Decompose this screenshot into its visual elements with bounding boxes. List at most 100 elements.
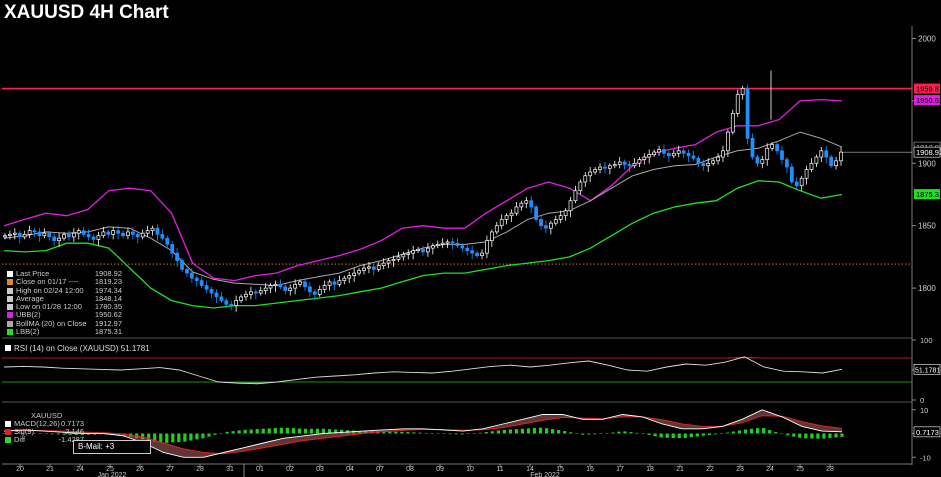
rsi-overbought-fill <box>4 356 842 358</box>
x-tick-label: 24 <box>766 466 774 473</box>
macd-value-label: 0.7173 <box>916 428 939 437</box>
candle-body <box>224 300 229 305</box>
macd-histogram-bar <box>26 433 30 434</box>
legend-swatch <box>7 295 13 302</box>
bmail-notification[interactable]: B-Mail: +3 <box>73 440 151 454</box>
legend-swatch <box>7 304 13 311</box>
candle-body <box>529 200 534 208</box>
candle-body <box>706 162 711 167</box>
candle-body <box>71 232 76 238</box>
candle-body <box>116 230 120 234</box>
candle-body <box>27 230 32 235</box>
legend-label: Low on 01/28 12:00 <box>16 302 82 312</box>
macd-histogram-bar <box>508 429 513 434</box>
legend-label: UBB(2) <box>16 310 41 320</box>
candle-body <box>57 237 61 242</box>
macd-histogram-bar <box>394 431 398 434</box>
macd-histogram-bar <box>605 433 609 434</box>
candle-body <box>391 259 396 261</box>
x-tick-label: 20 <box>16 466 24 473</box>
candle-body <box>416 249 420 251</box>
candle-body <box>494 225 499 233</box>
candle-body <box>332 281 337 285</box>
macd-histogram-bar <box>755 428 760 434</box>
candle-body <box>381 262 386 266</box>
candle-body <box>485 240 489 254</box>
macd-histogram-bar <box>526 428 531 434</box>
candle-body <box>3 235 7 238</box>
candle-body <box>249 291 253 295</box>
candle-body <box>121 232 125 237</box>
candle-body <box>657 149 661 153</box>
macd-legend-row: Diff -1.4287 <box>5 436 84 444</box>
candle-body <box>86 234 91 238</box>
macd-histogram-bar <box>514 429 519 434</box>
y-tick-label: 2000 <box>918 34 936 43</box>
legend-row: LBB(2) 1875.31 <box>7 327 122 336</box>
candle-body <box>204 285 209 290</box>
macd-histogram-bar <box>231 431 235 434</box>
macd-histogram-bar <box>80 433 84 435</box>
macd-histogram-bar <box>713 433 717 435</box>
candle-body <box>199 280 204 286</box>
macd-histogram-bar <box>147 433 151 441</box>
macd-histogram-bar <box>454 433 458 435</box>
macd-histogram-bar <box>810 433 814 439</box>
legend-value: 1950.62 <box>94 310 122 320</box>
legend-swatch <box>7 312 13 319</box>
candle-body <box>662 149 666 154</box>
candle-body <box>509 212 514 217</box>
price-panel <box>2 70 912 312</box>
candle-body <box>598 166 602 170</box>
macd-histogram-bar <box>780 433 784 435</box>
macd-histogram-bar <box>303 428 308 434</box>
candle-body <box>578 181 583 192</box>
candle-body <box>96 235 101 240</box>
candle-body <box>603 166 607 169</box>
candle-body <box>740 88 745 95</box>
value-label: 1959.87 <box>916 85 941 94</box>
candle-body <box>716 156 720 162</box>
candle-body <box>455 242 460 246</box>
candle-body <box>234 300 239 306</box>
candle-body <box>62 234 66 239</box>
macd-histogram-bar <box>653 433 657 437</box>
macd-histogram-bar <box>647 433 651 435</box>
macd-histogram-bar <box>665 433 669 438</box>
macd-histogram-bar <box>279 427 283 434</box>
candle-body <box>194 277 199 281</box>
macd-histogram-bar <box>249 429 253 434</box>
legend-value: 1819.23 <box>94 277 122 287</box>
value-label: 1908.92 <box>916 148 941 157</box>
candle-body <box>642 156 647 160</box>
macd-histogram-bar <box>62 433 66 435</box>
x-tick-label: 10 <box>466 466 474 473</box>
candle-body <box>130 231 135 235</box>
x-tick-label: 22 <box>706 466 714 473</box>
legend-swatch <box>7 279 13 286</box>
value-label-box <box>914 83 940 94</box>
candle-body <box>140 232 145 238</box>
candle-body <box>726 131 730 152</box>
macd-histogram-bar <box>569 432 573 434</box>
macd-histogram-bar <box>333 429 338 434</box>
macd-histogram-bar <box>689 433 693 438</box>
candle-body <box>106 231 111 235</box>
macd-histogram-bar <box>327 429 332 434</box>
macd-histogram-bar <box>297 428 302 434</box>
candle-body <box>548 222 553 229</box>
legend-label: Last Price <box>16 269 50 278</box>
macd-histogram-bar <box>749 428 754 434</box>
macd-histogram-bar <box>309 428 314 434</box>
macd-histogram-bar <box>213 433 217 435</box>
candle-body <box>460 245 465 249</box>
value-label-box <box>914 189 940 200</box>
x-group-label: Feb 2022 <box>530 472 560 477</box>
y-tick-label: 1900 <box>918 159 936 168</box>
candle-body <box>367 266 371 269</box>
candle-body <box>789 166 794 183</box>
macd-histogram-bar <box>599 433 603 435</box>
candle-body <box>376 265 381 270</box>
macd-histogram-bar <box>575 433 579 434</box>
x-tick-label: 27 <box>166 466 174 473</box>
